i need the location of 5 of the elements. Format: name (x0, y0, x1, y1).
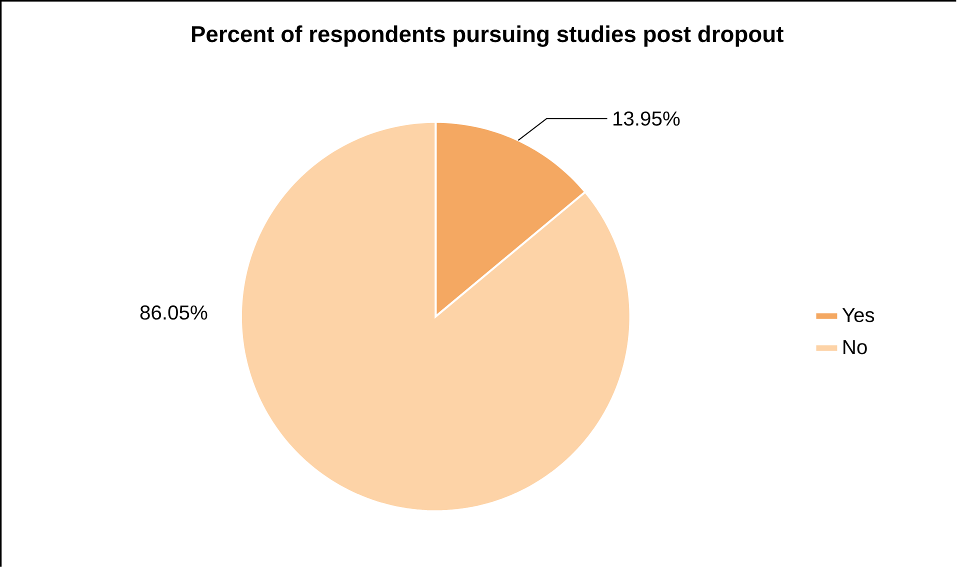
legend-label: Yes (842, 308, 874, 322)
legend-label: No (844, 340, 867, 354)
chart-title: Percent of respondents pursuing studies post dropout (192, 26, 784, 48)
data-label: 13.95% (614, 112, 680, 126)
data-label: 86.05% (140, 306, 208, 320)
